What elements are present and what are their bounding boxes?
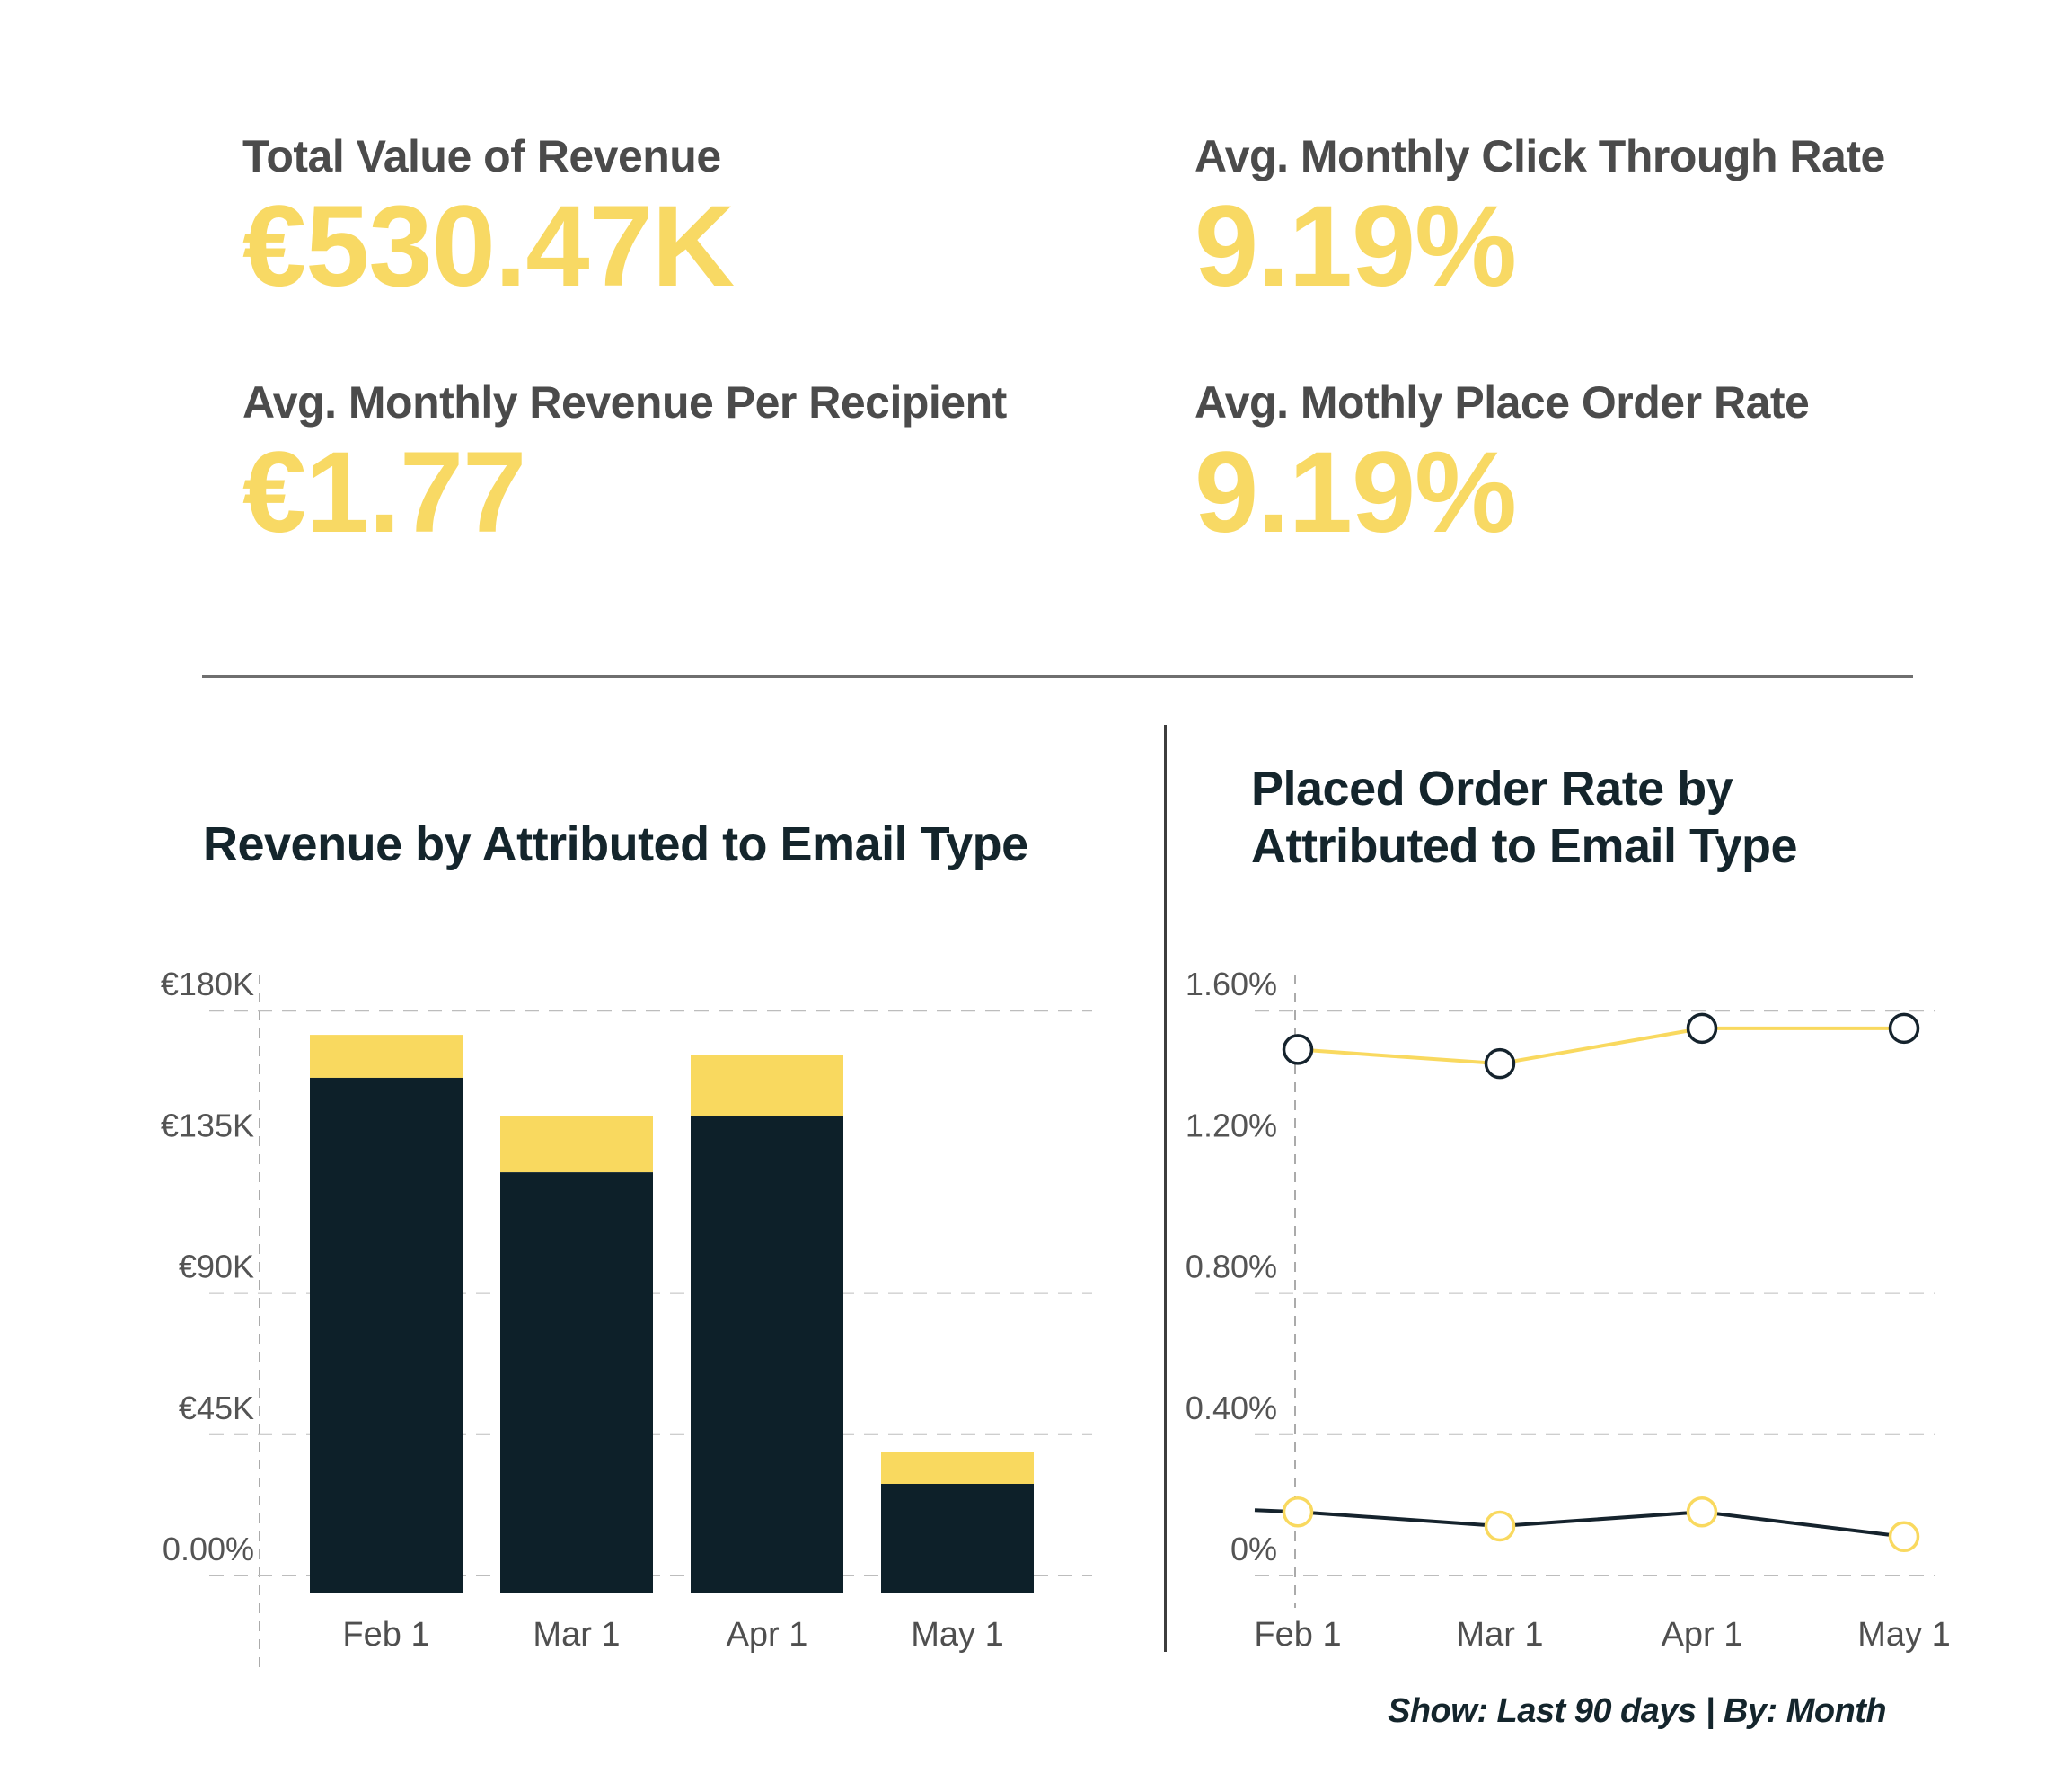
revenue-stacked-bar-chart: €180K €135K €90K €45K 0.00% Feb 1 Mar 1 Apr 1 Ma…: [161, 966, 1092, 1671]
data-point-marker: [1484, 1510, 1516, 1542]
y-tick-label: 0.80%: [1186, 1249, 1277, 1285]
kpi-click-through-rate-value: 9.19%: [1195, 182, 1517, 311]
y-tick-label: 0%: [1230, 1531, 1277, 1567]
x-tick-label: Mar 1: [533, 1616, 620, 1654]
y-tick-label: €135K: [161, 1107, 254, 1143]
kpi-click-through-rate-label: Avg. Monthly Click Through Rate: [1195, 131, 1885, 181]
y-tick-label: 0.40%: [1186, 1390, 1277, 1426]
x-tick-label: May 1: [1857, 1616, 1950, 1654]
y-tick-label: 1.60%: [1186, 966, 1277, 1002]
kpi-click-through-rate: Avg. Monthly Click Through Rate 9.19%: [1195, 131, 2072, 305]
x-tick-label: Mar 1: [1456, 1616, 1543, 1654]
order-rate-chart-title: Placed Order Rate by Attributed to Email…: [1251, 760, 1798, 875]
data-point-marker: [1888, 1521, 1920, 1553]
bar-segment-yellow: [691, 1055, 843, 1116]
bar-segment-yellow: [881, 1452, 1034, 1484]
data-point-marker: [1282, 1034, 1314, 1065]
y-tick-label: €90K: [179, 1249, 254, 1285]
order-rate-chart-title-line2: Attributed to Email Type: [1251, 819, 1798, 873]
x-tick-label: May 1: [911, 1616, 1003, 1654]
kpi-place-order-rate: Avg. Mothly Place Order Rate 9.19%: [1195, 377, 2072, 552]
kpi-place-order-rate-value: 9.19%: [1195, 428, 1517, 557]
kpi-total-revenue-value: €530.47K: [242, 182, 735, 311]
order-rate-chart-title-line1: Placed Order Rate by: [1251, 762, 1733, 816]
data-point-marker: [1686, 1012, 1718, 1045]
y-tick-label: €45K: [179, 1390, 254, 1426]
kpi-revenue-per-recipient: Avg. Monthly Revenue Per Recipient €1.77: [242, 377, 1141, 552]
kpi-revenue-per-recipient-value: €1.77: [242, 428, 526, 557]
kpi-total-revenue-label: Total Value of Revenue: [242, 131, 721, 181]
footer-filter-note: Show: Last 90 days | By: Month: [1388, 1692, 1887, 1730]
data-point-marker: [1484, 1047, 1516, 1080]
data-point-marker: [1282, 1496, 1314, 1528]
bar-segment-dark: [500, 1172, 653, 1593]
kpi-revenue-per-recipient-label: Avg. Monthly Revenue Per Recipient: [242, 377, 1007, 428]
line-series-dark: [1254, 1508, 1905, 1539]
x-tick-label: Apr 1: [727, 1616, 808, 1654]
kpi-place-order-rate-label: Avg. Mothly Place Order Rate: [1195, 377, 1810, 428]
line-series-yellow: [1297, 1026, 1904, 1066]
y-tick-label: 0.00%: [163, 1531, 254, 1567]
y-tick-label: 1.20%: [1186, 1107, 1277, 1143]
order-rate-line-chart: 1.60% 1.20% 0.80% 0.40% 0% Feb 1 Mar 1 Apr 1 May…: [1186, 966, 1951, 1654]
bar-segment-dark: [881, 1483, 1034, 1593]
x-tick-label: Feb 1: [1254, 1616, 1341, 1654]
x-tick-label: Apr 1: [1662, 1616, 1743, 1654]
y-tick-label: €180K: [161, 966, 254, 1002]
x-tick-label: Feb 1: [342, 1616, 429, 1654]
revenue-chart-title: Revenue by Attributed to Email Type: [203, 817, 1028, 871]
bar-segment-yellow: [500, 1116, 653, 1173]
bar-segment-dark: [691, 1116, 843, 1593]
data-point-marker: [1686, 1496, 1718, 1528]
data-point-marker: [1888, 1012, 1920, 1045]
bar-segment-yellow: [310, 1035, 463, 1078]
bar-segment-dark: [310, 1077, 463, 1593]
kpi-total-revenue: Total Value of Revenue €530.47K: [242, 131, 1141, 305]
panel-divider: [1164, 725, 1167, 1652]
horizontal-divider: [202, 675, 1913, 678]
